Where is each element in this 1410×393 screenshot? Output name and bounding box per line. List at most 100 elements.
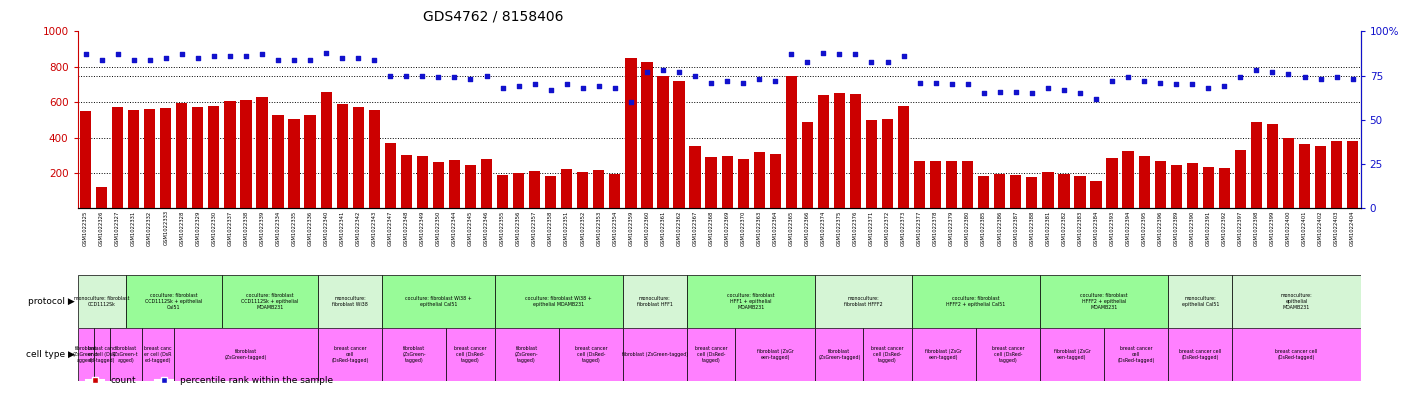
Text: GSM1022338: GSM1022338 <box>244 210 248 246</box>
Point <box>1165 81 1187 88</box>
Text: GSM1022344: GSM1022344 <box>453 210 457 246</box>
Bar <box>1251 122 1262 208</box>
Text: GSM1022357: GSM1022357 <box>532 210 537 246</box>
Point <box>395 72 417 79</box>
Bar <box>979 176 990 208</box>
Bar <box>513 173 525 208</box>
Point <box>780 51 802 57</box>
Bar <box>495 275 623 328</box>
Point <box>684 72 706 79</box>
Point <box>1341 76 1363 83</box>
Bar <box>609 174 620 208</box>
Point <box>362 57 385 63</box>
Bar <box>881 119 893 208</box>
Text: breast cancer cell
(DsRed-tagged): breast cancer cell (DsRed-tagged) <box>1179 349 1221 360</box>
Text: GSM1022346: GSM1022346 <box>484 210 489 246</box>
Bar <box>689 146 701 208</box>
Bar <box>912 328 976 381</box>
Text: GSM1022399: GSM1022399 <box>1270 210 1275 246</box>
Text: GSM1022386: GSM1022386 <box>997 210 1003 246</box>
Text: GSM1022403: GSM1022403 <box>1334 210 1340 246</box>
Bar <box>815 328 863 381</box>
Text: coculture: fibroblast Wi38 +
epithelial Cal51: coculture: fibroblast Wi38 + epithelial … <box>405 296 472 307</box>
Point <box>427 74 450 81</box>
Point <box>123 57 145 63</box>
Text: GSM1022342: GSM1022342 <box>355 210 361 246</box>
Text: fibroblast (ZsGr
een-tagged): fibroblast (ZsGr een-tagged) <box>925 349 962 360</box>
Bar <box>144 109 155 208</box>
Text: GSM1022375: GSM1022375 <box>838 210 842 246</box>
Text: GSM1022359: GSM1022359 <box>629 210 633 246</box>
Bar <box>1042 172 1053 208</box>
Text: GSM1022354: GSM1022354 <box>612 210 618 246</box>
Text: GSM1022340: GSM1022340 <box>324 210 329 246</box>
Point <box>186 55 209 61</box>
Bar <box>623 328 687 381</box>
Point <box>1277 71 1300 77</box>
Bar <box>962 160 973 208</box>
Text: GSM1022332: GSM1022332 <box>147 210 152 246</box>
Point <box>876 58 898 64</box>
Point <box>523 81 546 88</box>
Text: breast cancer
cell (DsRed-
tagged): breast cancer cell (DsRed- tagged) <box>871 346 904 363</box>
Point <box>1325 74 1348 81</box>
Bar <box>705 157 716 208</box>
Point <box>764 78 787 84</box>
Text: GSM1022392: GSM1022392 <box>1222 210 1227 246</box>
Point <box>1036 85 1059 91</box>
Text: GSM1022343: GSM1022343 <box>372 210 376 246</box>
Bar <box>1041 328 1104 381</box>
Text: GSM1022382: GSM1022382 <box>1062 210 1066 246</box>
Text: monoculture:
epithelial
MDAMB231: monoculture: epithelial MDAMB231 <box>1280 293 1313 310</box>
Text: GSM1022348: GSM1022348 <box>403 210 409 246</box>
Bar <box>495 328 558 381</box>
Text: GSM1022387: GSM1022387 <box>1014 210 1018 246</box>
Bar <box>976 328 1041 381</box>
Bar <box>385 143 396 208</box>
Bar <box>625 58 636 208</box>
Text: GSM1022350: GSM1022350 <box>436 210 441 246</box>
Point <box>636 69 658 75</box>
Point <box>379 72 402 79</box>
Bar <box>558 328 623 381</box>
Text: GSM1022367: GSM1022367 <box>692 210 698 246</box>
Bar <box>1347 141 1358 208</box>
Text: fibroblast
(ZsGreen-tagged): fibroblast (ZsGreen-tagged) <box>818 349 860 360</box>
Point <box>812 50 835 56</box>
Text: GSM1022379: GSM1022379 <box>949 210 955 246</box>
Text: breast cancer
cell
(DsRed-tagged): breast cancer cell (DsRed-tagged) <box>1117 346 1155 363</box>
Point <box>203 53 226 59</box>
Legend: count, percentile rank within the sample: count, percentile rank within the sample <box>82 372 337 389</box>
Point <box>106 51 128 57</box>
Bar <box>368 110 379 208</box>
Text: GSM1022371: GSM1022371 <box>869 210 874 246</box>
Text: GSM1022376: GSM1022376 <box>853 210 857 246</box>
Bar <box>382 328 447 381</box>
Text: GSM1022328: GSM1022328 <box>179 210 185 246</box>
Bar <box>546 176 557 208</box>
Point <box>1182 81 1204 88</box>
Bar <box>272 115 283 208</box>
Text: GSM1022335: GSM1022335 <box>292 210 296 246</box>
Point <box>845 51 867 57</box>
Point <box>283 57 306 63</box>
Text: GSM1022368: GSM1022368 <box>709 210 713 246</box>
Text: coculture: fibroblast
HFFF2 + epithelial
MDAMB231: coculture: fibroblast HFFF2 + epithelial… <box>1080 293 1128 310</box>
Point <box>588 83 611 90</box>
Bar <box>125 275 221 328</box>
Point <box>1132 78 1155 84</box>
Text: GSM1022366: GSM1022366 <box>805 210 809 246</box>
Point <box>138 57 161 63</box>
Text: GSM1022325: GSM1022325 <box>83 210 87 246</box>
Text: fibroblast
(ZsGreen-
tagged): fibroblast (ZsGreen- tagged) <box>402 346 426 363</box>
Text: GDS4762 / 8158406: GDS4762 / 8158406 <box>423 10 564 24</box>
Bar <box>737 159 749 208</box>
Bar <box>1331 141 1342 208</box>
Bar <box>833 93 845 208</box>
Text: GSM1022385: GSM1022385 <box>981 210 986 246</box>
Point <box>347 55 369 61</box>
Text: GSM1022345: GSM1022345 <box>468 210 472 246</box>
Point <box>1069 90 1091 96</box>
Bar <box>674 81 685 208</box>
Text: monoculture:
fibroblast Wi38: monoculture: fibroblast Wi38 <box>333 296 368 307</box>
